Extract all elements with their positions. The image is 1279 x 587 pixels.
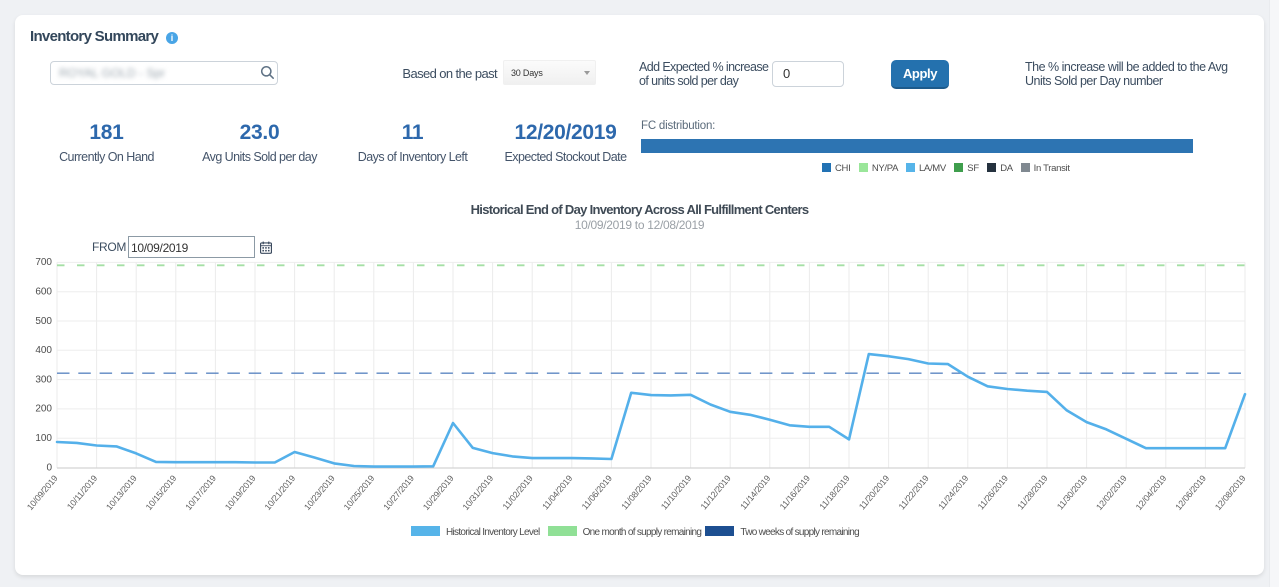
svg-text:11/24/2019: 11/24/2019: [936, 473, 970, 511]
svg-text:12/02/2019: 12/02/2019: [1094, 473, 1129, 512]
svg-text:11/26/2019: 11/26/2019: [976, 473, 1010, 511]
svg-text:100: 100: [35, 433, 52, 444]
svg-text:12/06/2019: 12/06/2019: [1173, 473, 1208, 512]
svg-text:10/15/2019: 10/15/2019: [144, 473, 179, 512]
svg-text:11/20/2019: 11/20/2019: [857, 473, 891, 511]
svg-text:10/29/2019: 10/29/2019: [421, 473, 456, 512]
svg-text:10/21/2019: 10/21/2019: [262, 473, 297, 512]
svg-text:10/27/2019: 10/27/2019: [381, 473, 416, 512]
svg-text:200: 200: [35, 404, 52, 415]
svg-text:11/12/2019: 11/12/2019: [698, 473, 732, 511]
svg-text:11/18/2019: 11/18/2019: [817, 473, 851, 511]
svg-text:12/04/2019: 12/04/2019: [1134, 473, 1169, 512]
svg-text:10/17/2019: 10/17/2019: [183, 473, 218, 512]
svg-text:0: 0: [46, 462, 52, 473]
svg-text:10/31/2019: 10/31/2019: [460, 473, 495, 512]
svg-text:10/09/2019: 10/09/2019: [25, 473, 60, 512]
svg-text:11/14/2019: 11/14/2019: [738, 473, 772, 511]
svg-text:11/10/2019: 11/10/2019: [659, 473, 693, 511]
svg-text:400: 400: [35, 345, 52, 356]
svg-text:11/30/2019: 11/30/2019: [1055, 473, 1089, 511]
svg-text:10/23/2019: 10/23/2019: [302, 473, 337, 512]
svg-text:11/02/2019: 11/02/2019: [500, 473, 534, 511]
svg-text:11/06/2019: 11/06/2019: [580, 473, 614, 511]
svg-text:11/08/2019: 11/08/2019: [619, 473, 653, 511]
svg-text:300: 300: [35, 374, 52, 385]
svg-text:11/28/2019: 11/28/2019: [1015, 473, 1049, 511]
svg-text:10/25/2019: 10/25/2019: [342, 473, 377, 512]
svg-text:11/04/2019: 11/04/2019: [540, 473, 574, 511]
svg-text:10/11/2019: 10/11/2019: [65, 473, 99, 511]
svg-text:12/08/2019: 12/08/2019: [1213, 473, 1248, 512]
svg-text:600: 600: [35, 287, 52, 298]
svg-text:11/22/2019: 11/22/2019: [896, 473, 930, 511]
svg-text:10/19/2019: 10/19/2019: [223, 473, 258, 512]
svg-text:10/13/2019: 10/13/2019: [104, 473, 139, 512]
svg-text:11/16/2019: 11/16/2019: [778, 473, 812, 511]
svg-text:700: 700: [35, 257, 52, 268]
svg-text:500: 500: [35, 316, 52, 327]
